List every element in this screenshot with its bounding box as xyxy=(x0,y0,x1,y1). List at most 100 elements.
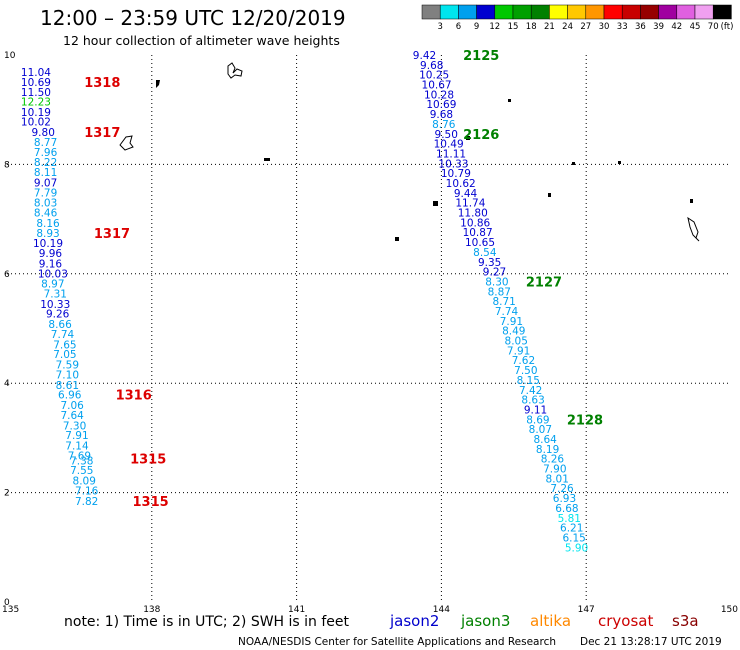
wave-height-value: 6.15 xyxy=(562,532,585,544)
pass-number-label: 1316 xyxy=(116,389,152,404)
wave-height-value: 7.64 xyxy=(60,410,84,422)
island-shape xyxy=(264,158,270,161)
legend-jason2: jason2 xyxy=(389,612,439,630)
y-tick-label: 8 xyxy=(4,160,10,170)
pass-number-label: 1318 xyxy=(84,76,120,91)
wave-height-value: 7.96 xyxy=(34,147,58,159)
note-text: note: 1) Time is in UTC; 2) SWH is in fe… xyxy=(64,614,350,630)
wave-height-value: 9.68 xyxy=(420,60,443,72)
wave-height-value: 7.90 xyxy=(543,464,566,476)
x-tick-label: 144 xyxy=(433,605,450,615)
island-shape xyxy=(227,62,243,79)
wave-height-value: 7.31 xyxy=(44,288,67,300)
colorbar-label: 15 xyxy=(508,22,519,32)
x-tick-label: 138 xyxy=(143,605,160,615)
wave-height-value: 10.67 xyxy=(422,80,452,92)
coastline xyxy=(119,62,700,242)
wave-height-value: 7.42 xyxy=(519,385,542,397)
wave-height-value: 8.76 xyxy=(432,119,456,131)
wave-height-value: 10.49 xyxy=(434,139,464,151)
wave-height-value: 9.42 xyxy=(413,50,436,62)
wave-height-value: 7.55 xyxy=(70,465,93,477)
wave-height-value: 8.64 xyxy=(533,434,557,446)
x-tick-label: 141 xyxy=(288,605,305,615)
wave-height-value: 7.14 xyxy=(65,441,89,453)
wave-height-value: 8.63 xyxy=(521,395,544,407)
colorbar-label: 39 xyxy=(653,22,664,32)
wave-height-value: 9.68 xyxy=(430,109,453,121)
colorbar-swatch xyxy=(676,4,696,20)
wave-height-value: 10.62 xyxy=(446,178,476,190)
wave-height-value: 8.49 xyxy=(502,326,525,338)
wave-height-value: 6.21 xyxy=(560,523,583,535)
wave-height-value: 11.50 xyxy=(21,87,51,99)
island-shape xyxy=(548,193,551,197)
colorbar-swatch xyxy=(567,4,587,20)
wave-height-value: 8.01 xyxy=(546,473,569,485)
colorbar-label: 6 xyxy=(456,22,461,32)
wave-height-value: 6.93 xyxy=(553,493,576,505)
colorbar-swatch xyxy=(658,4,678,20)
wave-height-value: 8.61 xyxy=(56,380,79,392)
colorbar: 3 6 9 12 15 18 21 24 27 30 33 36 39 42 45 70 (ft) xyxy=(421,4,734,32)
colorbar-label: 30 xyxy=(599,22,610,32)
wave-height-value: 9.27 xyxy=(483,267,506,279)
wave-height-value: 5.81 xyxy=(558,513,581,525)
wave-height-value: 11.11 xyxy=(436,148,466,160)
wave-height-value: 10.19 xyxy=(21,107,51,119)
colorbar-swatch xyxy=(603,4,623,20)
colorbar-swatch xyxy=(494,4,514,20)
pass-number-label: 2128 xyxy=(567,413,603,428)
satellite-legend: jason2 jason3 altika cryosat s3a xyxy=(389,612,699,630)
wave-height-value: 10.69 xyxy=(21,77,51,89)
wave-height-value: 10.69 xyxy=(426,99,456,111)
wave-height-value: 8.26 xyxy=(541,454,565,466)
colorbar-label: 9 xyxy=(474,22,479,32)
wave-height-value: 8.09 xyxy=(73,476,96,488)
wave-height-value: 10.03 xyxy=(38,268,68,280)
wave-height-value: 11.74 xyxy=(455,198,485,210)
wave-height-value: 8.05 xyxy=(505,336,528,348)
wave-height-value: 10.65 xyxy=(465,237,495,249)
island-shape xyxy=(618,161,621,164)
colorbar-unit: (ft) xyxy=(721,22,734,32)
colorbar-swatch xyxy=(712,4,732,20)
colorbar-swatch xyxy=(585,4,605,20)
island-shape xyxy=(395,237,399,241)
wave-height-value: 8.71 xyxy=(492,296,515,308)
wave-height-value: 10.33 xyxy=(438,158,468,170)
colorbar-label: 18 xyxy=(526,22,537,32)
wave-height-value: 6.68 xyxy=(555,503,578,515)
colorbar-swatch xyxy=(512,4,532,20)
wave-height-value: 9.96 xyxy=(39,248,63,260)
legend-altika: altika xyxy=(530,612,571,630)
wave-height-value: 7.10 xyxy=(56,369,79,381)
wave-height-value: 5.90 xyxy=(565,542,588,554)
legend-cryosat: cryosat xyxy=(598,612,653,630)
wave-height-value: 8.11 xyxy=(34,167,57,179)
y-tick-label: 0 xyxy=(4,598,10,608)
island-shape xyxy=(119,135,134,151)
wave-height-value: 7.16 xyxy=(75,485,99,497)
y-tick-label: 6 xyxy=(4,270,10,280)
y-tick-label: 2 xyxy=(4,489,10,499)
pass-number-label: 2127 xyxy=(526,275,562,290)
wave-height-value: 8.46 xyxy=(34,208,58,220)
wave-height-value: 8.66 xyxy=(48,319,72,331)
chart-subtitle: 12 hour collection of altimeter wave hei… xyxy=(63,33,340,48)
wave-height-value: 12.23 xyxy=(21,96,51,108)
wave-height-value: 8.22 xyxy=(34,157,57,169)
island-shape xyxy=(572,162,575,165)
colorbar-label: 33 xyxy=(617,22,628,32)
colorbar-swatch xyxy=(640,4,659,20)
wave-height-value: 8.93 xyxy=(36,228,59,240)
legend-s3a: s3a xyxy=(672,612,699,630)
wave-height-value: 7.91 xyxy=(500,316,523,328)
wave-height-value: 7.30 xyxy=(63,420,86,432)
pass-number-label: 1315 xyxy=(132,495,168,510)
wave-height-value: 9.80 xyxy=(32,127,55,139)
wave-height-value: 9.26 xyxy=(46,309,70,321)
wave-height-value: 10.79 xyxy=(441,168,471,180)
wave-height-value: 7.50 xyxy=(514,365,537,377)
wave-height-value: 10.28 xyxy=(424,89,454,101)
